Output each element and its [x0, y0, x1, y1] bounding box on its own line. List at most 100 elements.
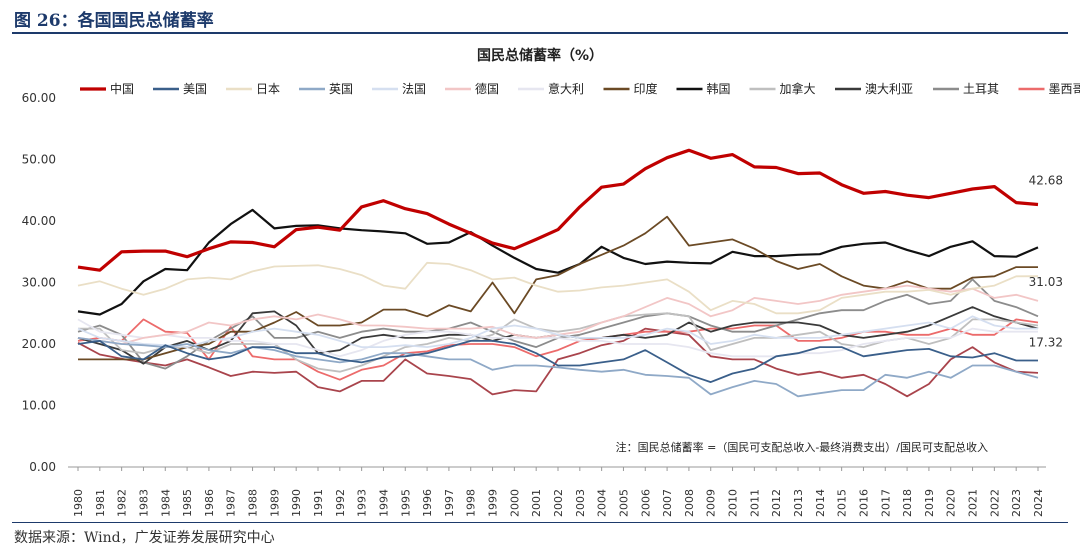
x-tick-label: 2001 [530, 489, 543, 517]
legend-label: 美国 [183, 82, 207, 96]
legend-label: 中国 [110, 81, 134, 96]
y-tick-label: 10.00 [22, 399, 56, 413]
legend-item-e58aa0e68bbfe5a4a7: 加拿大 [749, 81, 816, 96]
x-tick-label: 2010 [727, 489, 740, 517]
legend-label: 意大利 [548, 81, 584, 96]
legend-label: 加拿大 [780, 81, 816, 96]
legend-label: 土耳其 [963, 82, 999, 96]
x-tick-label: 2008 [683, 489, 696, 517]
x-tick-label: 2013 [792, 489, 805, 517]
x-tick-label: 2000 [508, 489, 521, 517]
end-value-label: 42.68 [1029, 174, 1063, 188]
x-tick-label: 1982 [116, 489, 129, 517]
legend-item-e4b8ade59bbd: 中国 [80, 81, 134, 96]
series-line-e6b395e59bbd [77, 315, 1038, 349]
x-tick-label: 2018 [901, 489, 914, 517]
series-line-e5a2a8e8a5bfe593a5 [77, 318, 1039, 381]
y-tick-label: 30.00 [22, 276, 56, 290]
legend-label: 德国 [475, 81, 499, 96]
x-tick-label: 1992 [334, 489, 347, 517]
series-line-e58db0e5baa6 [78, 215, 1038, 361]
series-line-e7be8ee59bbd [77, 339, 1038, 384]
x-tick-label: 1988 [247, 489, 260, 517]
y-tick-label: 60.00 [22, 91, 56, 105]
x-tick-label: 1987 [225, 489, 238, 517]
x-tick-label: 1983 [137, 489, 150, 517]
legend-item-e6848fe5a4a7e588a9: 意大利 [518, 81, 584, 96]
legend-label: 印度 [634, 81, 658, 96]
x-tick-label: 1980 [72, 489, 85, 517]
x-axis: 1980 1981 1982 1983 1984 1985 1986 1987 1988 1989… [72, 467, 1045, 517]
legend-item-e5a2a8e8a5bfe593a5: 墨西哥 [1018, 82, 1080, 96]
legend-item-e7be8ee59bbd: 美国 [153, 82, 207, 96]
x-tick-label: 1986 [203, 489, 216, 517]
x-tick-label: 2015 [836, 489, 849, 517]
header-divider [12, 32, 1068, 34]
x-tick-label: 2014 [814, 489, 827, 517]
series-line-e58aa0e68bbfe5a4a7 [78, 312, 1039, 373]
x-tick-label: 1996 [421, 489, 434, 517]
x-tick-label: 1998 [465, 489, 478, 517]
x-tick-label: 2024 [1032, 489, 1045, 517]
legend-item-e5beb7e59bbd: 德国 [445, 81, 499, 96]
series-line-e88bb1e59bbd [77, 337, 1039, 398]
x-tick-label: 1995 [399, 489, 412, 517]
x-tick-label: 2019 [923, 489, 936, 517]
y-tick-label: 20.00 [22, 337, 56, 351]
x-tick-label: 2004 [596, 489, 609, 517]
x-tick-label: 2022 [988, 489, 1001, 517]
x-tick-label: 2009 [705, 489, 718, 517]
legend-item-e99fa9e59bbd: 韩国 [676, 81, 731, 96]
figure-title: 图 26：各国国民总储蓄率 [14, 11, 214, 31]
legend-item-e6beb3e5a4a7e588a9e4ba9a: 澳大利亚 [835, 82, 913, 96]
x-tick-label: 2012 [770, 489, 783, 517]
annotation-layer: 42.68 31.03 17.32 [1029, 174, 1063, 350]
end-value-label: 17.32 [1029, 335, 1063, 349]
x-tick-label: 1984 [159, 489, 172, 517]
y-tick-label: 40.00 [22, 214, 56, 228]
x-tick-label: 1991 [312, 489, 325, 517]
x-tick-label: 1985 [181, 489, 194, 517]
x-tick-label: 2005 [617, 489, 630, 517]
x-tick-label: 1981 [94, 489, 107, 517]
legend-label: 韩国 [707, 81, 731, 96]
legend-label: 墨西哥 [1049, 82, 1080, 96]
figure-source: 数据来源：Wind，广发证券发展研究中心 [14, 530, 275, 546]
series-line-e6848fe5a4a7e588a9 [77, 318, 1038, 358]
figure-header: 图 26：各国国民总储蓄率 [0, 0, 1080, 34]
legend-item-e6b395e59bbd: 法国 [372, 82, 426, 96]
y-tick-label: 50.00 [22, 153, 56, 167]
end-value-label: 31.03 [1029, 275, 1063, 289]
legend-label: 英国 [329, 82, 353, 96]
x-tick-label: 2023 [1010, 489, 1023, 517]
y-axis: 0.00 10.00 20.00 30.00 40.00 50.00 60.00 [22, 91, 56, 474]
x-tick-label: 1990 [290, 489, 303, 517]
chart-legend: 中国美国日本英国法国德国意大利印度韩国加拿大澳大利亚土耳其墨西哥阿根廷 [80, 81, 1080, 96]
x-tick-label: 1993 [356, 489, 369, 517]
x-tick-label: 2002 [552, 489, 565, 517]
x-tick-label: 2021 [967, 489, 980, 517]
x-tick-label: 2020 [945, 489, 958, 517]
legend-label: 法国 [402, 82, 426, 96]
x-tick-label: 1999 [487, 489, 500, 517]
series-layer [77, 148, 1039, 398]
legend-item-e58db0e5baa6: 印度 [603, 81, 658, 96]
series-line-e697a5e69cac [77, 261, 1039, 315]
legend-label: 日本 [256, 82, 280, 96]
x-tick-label: 2011 [748, 489, 761, 517]
legend-item-e59c9fe880b3e585b6: 土耳其 [933, 82, 999, 96]
x-tick-label: 2017 [879, 489, 892, 517]
y-tick-label: 0.00 [29, 460, 56, 474]
x-tick-label: 1989 [268, 489, 281, 517]
legend-label: 澳大利亚 [865, 82, 913, 96]
x-tick-label: 2007 [661, 489, 674, 517]
x-tick-label: 2006 [639, 489, 652, 517]
series-line-e99fa9e59bbd [77, 208, 1039, 316]
chart-title: 国民总储蓄率（%） [477, 47, 603, 64]
series-line-e4b8ade59bbd [77, 148, 1039, 272]
x-tick-label: 1994 [377, 489, 390, 517]
legend-item-e697a5e69cac: 日本 [226, 82, 280, 96]
footer-divider [12, 522, 1068, 523]
x-tick-label: 1997 [443, 489, 456, 517]
legend-item-e88bb1e59bbd: 英国 [299, 82, 353, 96]
